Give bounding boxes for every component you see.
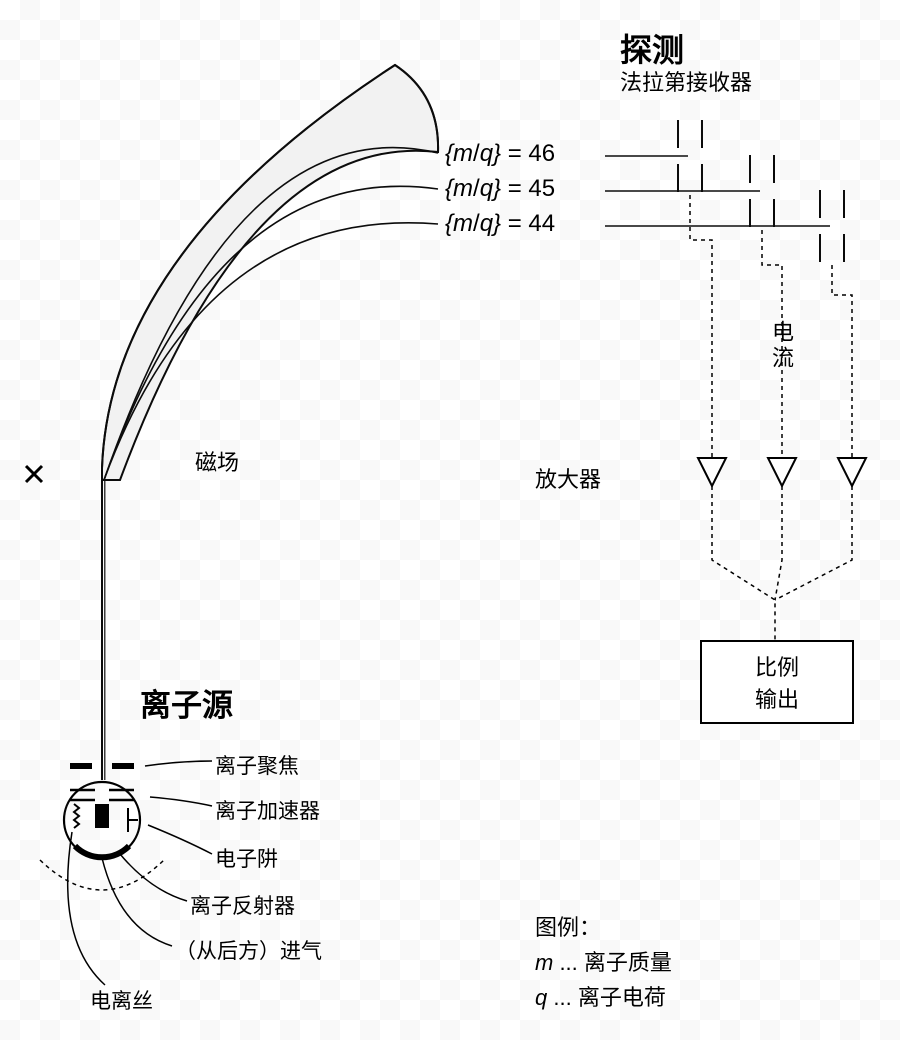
label-electron-trap: 电子阱 xyxy=(215,843,278,873)
mq-label-46: {m/q} = 46 xyxy=(445,140,555,168)
detection-subtitle: 法拉第接收器 xyxy=(620,65,752,97)
ion-accelerator-plates xyxy=(70,790,134,800)
current-label: 电流 xyxy=(765,320,797,372)
amplifier-label: 放大器 xyxy=(535,462,601,494)
ratio-line2: 输出 xyxy=(702,682,852,714)
field-direction-x xyxy=(26,466,42,482)
chamber-dashed-arc xyxy=(40,860,164,890)
amp-to-ratio-wires xyxy=(712,486,852,640)
ratio-output-box: 比例 输出 xyxy=(700,640,854,724)
magnet-sector xyxy=(102,65,438,480)
label-ion-repeller: 离子反射器 xyxy=(190,890,295,920)
amplifiers xyxy=(698,458,866,486)
mq-label-45: {m/q} = 45 xyxy=(445,175,555,203)
label-ionization-filament: 电离丝 xyxy=(90,985,153,1015)
label-ion-focus: 离子聚焦 xyxy=(215,750,299,780)
ion-source-title: 离子源 xyxy=(140,680,233,725)
legend-row-q: q ... 离子电荷 xyxy=(535,980,666,1012)
ratio-line1: 比例 xyxy=(702,650,852,682)
label-ion-accelerator: 离子加速器 xyxy=(215,795,320,825)
chamber-internals xyxy=(74,804,138,857)
legend-header: 图例： xyxy=(535,910,601,942)
label-gas-inlet: （从后方）进气 xyxy=(175,935,322,965)
magnet-label: 磁场 xyxy=(195,445,239,477)
legend-row-m: m ... 离子质量 xyxy=(535,945,672,977)
mq-label-44: {m/q} = 44 xyxy=(445,210,555,238)
